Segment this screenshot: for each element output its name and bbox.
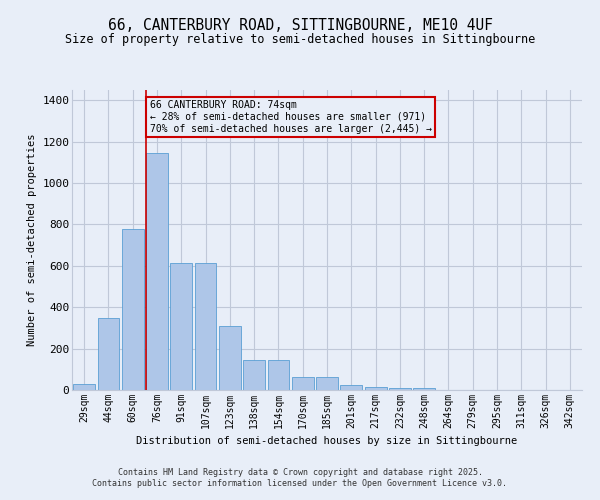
Bar bbox=[146, 153, 168, 390]
Text: Size of property relative to semi-detached houses in Sittingbourne: Size of property relative to semi-detach… bbox=[65, 32, 535, 46]
Y-axis label: Number of semi-detached properties: Number of semi-detached properties bbox=[26, 134, 37, 346]
Bar bbox=[268, 360, 289, 390]
Bar bbox=[316, 376, 338, 390]
Bar bbox=[243, 360, 265, 390]
X-axis label: Distribution of semi-detached houses by size in Sittingbourne: Distribution of semi-detached houses by … bbox=[136, 436, 518, 446]
Bar bbox=[389, 388, 411, 390]
Bar bbox=[194, 263, 217, 390]
Bar bbox=[170, 263, 192, 390]
Bar bbox=[413, 388, 435, 390]
Bar bbox=[73, 384, 95, 390]
Bar bbox=[340, 385, 362, 390]
Bar bbox=[97, 318, 119, 390]
Bar bbox=[365, 387, 386, 390]
Bar bbox=[122, 228, 143, 390]
Text: Contains HM Land Registry data © Crown copyright and database right 2025.
Contai: Contains HM Land Registry data © Crown c… bbox=[92, 468, 508, 487]
Text: 66 CANTERBURY ROAD: 74sqm
← 28% of semi-detached houses are smaller (971)
70% of: 66 CANTERBURY ROAD: 74sqm ← 28% of semi-… bbox=[150, 100, 432, 134]
Bar bbox=[292, 376, 314, 390]
Text: 66, CANTERBURY ROAD, SITTINGBOURNE, ME10 4UF: 66, CANTERBURY ROAD, SITTINGBOURNE, ME10… bbox=[107, 18, 493, 32]
Bar bbox=[219, 326, 241, 390]
